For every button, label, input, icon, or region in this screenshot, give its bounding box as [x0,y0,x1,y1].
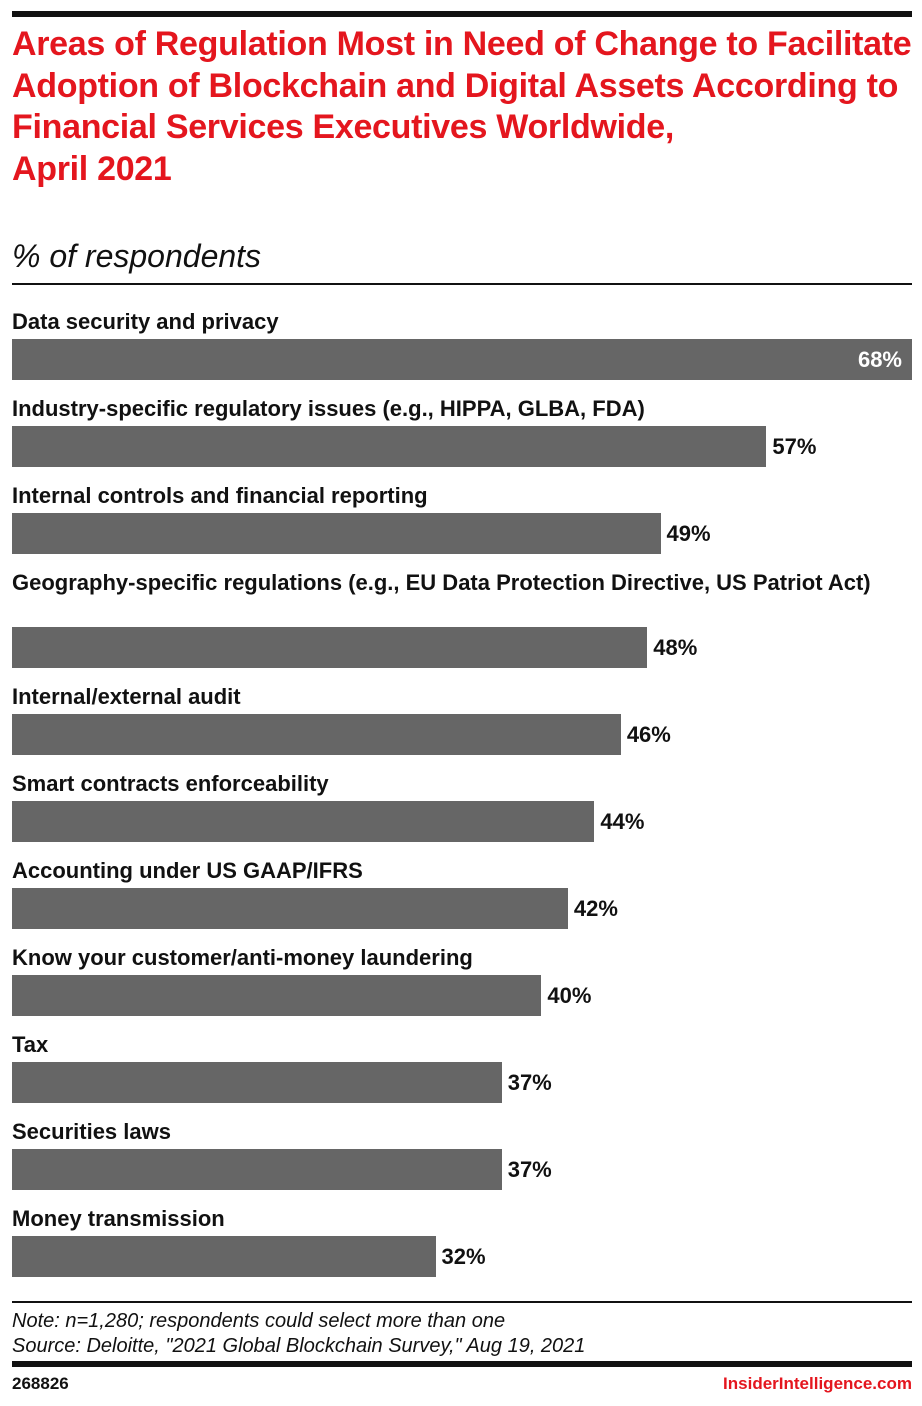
category-label: Smart contracts enforceability [12,771,329,796]
value-label: 42% [573,896,618,921]
bar-row: Tax 37% [12,1029,912,1103]
value-label: 49% [666,521,711,546]
chart-title: Areas of Regulation Most in Need of Chan… [12,25,912,188]
value-label: 68% [857,347,902,372]
category-label: Accounting under US GAAP/IFRS [12,858,363,883]
bar [12,975,542,1016]
bar-row: Securities laws 37% [12,1116,912,1190]
divider [12,1361,912,1367]
bar-row: Smart contracts enforceability 44% [12,768,912,842]
category-label: Tax [12,1032,49,1057]
top-rule [12,11,912,17]
category-label: Money transmission [12,1206,225,1231]
category-label: Internal controls and financial reportin… [12,483,428,508]
value-label: 46% [626,722,671,747]
value-label: 57% [772,434,817,459]
bar [12,801,595,842]
bar-row: Money transmission 32% [12,1203,912,1277]
brand-link[interactable]: InsiderIntelligence.com [723,1374,912,1393]
bar-row: Accounting under US GAAP/IFRS 42% [12,855,912,929]
category-label: Industry-specific regulatory issues (e.g… [12,396,645,421]
bar [12,1149,502,1190]
bar [12,339,912,380]
bar-chart: Data security and privacy 68% Industry-spe… [12,306,912,1290]
value-label: 48% [653,635,698,660]
value-label: 37% [507,1157,552,1182]
bar [12,888,568,929]
source: Source: Deloitte, "2021 Global Blockchai… [12,1335,586,1357]
value-label: 32% [441,1244,486,1269]
category-label: Securities laws [12,1119,171,1144]
bar [12,513,661,554]
chart-id: 268826 [12,1374,69,1393]
bar [12,426,767,467]
divider [12,1301,912,1303]
value-label: 40% [547,983,592,1008]
value-label: 44% [600,809,645,834]
chart-subtitle: % of respondents [12,238,262,274]
note: Note: n=1,280; respondents could select … [12,1310,506,1332]
bar-row: Industry-specific regulatory issues (e.g… [12,393,912,467]
bar [12,1062,502,1103]
value-label: 37% [507,1070,552,1095]
bar-row: Know your customer/anti-money laundering… [12,942,912,1016]
bar-row: Data security and privacy 68% [12,306,912,380]
category-label: Data security and privacy [12,309,279,334]
category-label: Know your customer/anti-money laundering [12,945,473,970]
bar [12,1236,436,1277]
divider [12,283,912,285]
bar [12,714,621,755]
category-label: Geography-specific regulations (e.g., EU… [12,570,871,595]
bar-row: Internal controls and financial reportin… [12,480,912,554]
bar [12,627,648,668]
bar-row: Internal/external audit 46% [12,681,912,755]
bar-row: Geography-specific regulations (e.g., EU… [12,567,912,668]
category-label: Internal/external audit [12,684,241,709]
